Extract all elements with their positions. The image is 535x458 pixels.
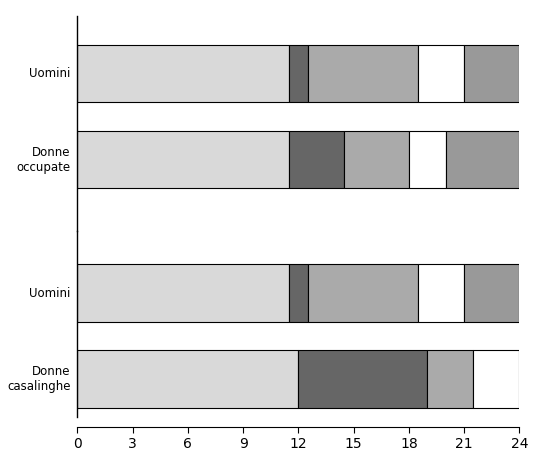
Bar <box>464 45 519 102</box>
Bar <box>409 131 446 188</box>
Bar <box>418 264 464 322</box>
Bar <box>345 131 409 188</box>
Bar <box>78 350 299 408</box>
Bar <box>78 131 289 188</box>
Bar <box>473 350 519 408</box>
Bar <box>289 264 308 322</box>
Bar <box>427 350 473 408</box>
Bar <box>78 264 289 322</box>
Bar <box>418 45 464 102</box>
Bar <box>78 45 289 102</box>
Bar <box>446 131 519 188</box>
Bar <box>289 131 345 188</box>
Bar <box>308 45 418 102</box>
Bar <box>464 264 519 322</box>
Bar <box>289 45 308 102</box>
Bar <box>299 350 427 408</box>
Bar <box>308 264 418 322</box>
